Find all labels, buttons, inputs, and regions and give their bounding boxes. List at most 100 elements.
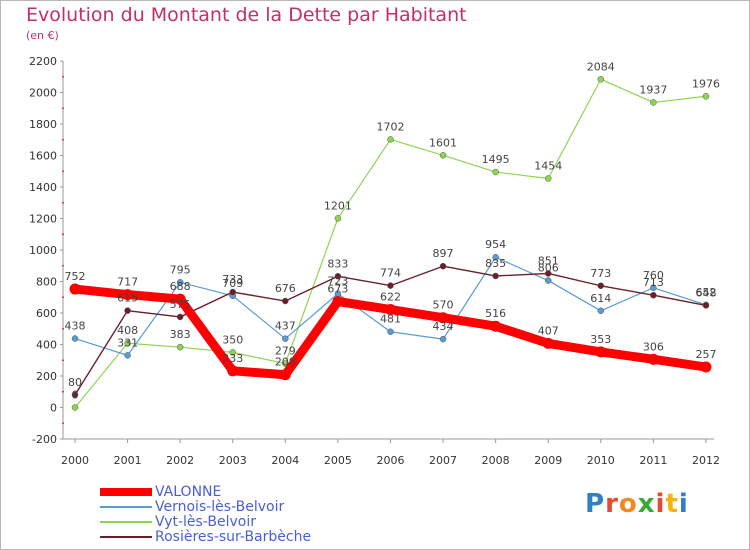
data-label-vyt-les-belvoir: 0	[72, 389, 79, 402]
y-tick-label: 800	[36, 276, 57, 289]
y-minor-tick	[62, 170, 64, 173]
data-label-valonne: 570	[433, 299, 454, 312]
data-label-vernois-les-belvoir: 723	[327, 275, 348, 288]
data-label-valonne: 257	[695, 348, 716, 361]
data-point-valonne	[69, 283, 81, 295]
data-point-valonne	[595, 346, 607, 358]
data-point-valonne	[279, 369, 291, 381]
legend-label: Vyt-lès-Belvoir	[155, 514, 256, 530]
data-point-valonne	[437, 312, 449, 324]
data-point-vernois-les-belvoir	[282, 335, 289, 342]
y-minor-tick	[62, 390, 64, 393]
data-label-rosieres-sur-barbeche: 713	[643, 276, 664, 289]
data-label-rosieres-sur-barbeche: 733	[222, 273, 243, 286]
x-tick-label: 2004	[271, 454, 299, 467]
data-point-vyt-les-belvoir	[439, 152, 447, 159]
data-point-vernois-les-belvoir	[387, 328, 394, 335]
logo-letter: t	[665, 489, 679, 519]
data-label-vernois-les-belvoir: 331	[117, 336, 138, 349]
data-point-rosieres-sur-barbeche	[650, 291, 657, 299]
legend-swatch	[100, 536, 152, 538]
data-point-vernois-les-belvoir	[439, 335, 447, 343]
data-label-vernois-les-belvoir: 954	[485, 238, 506, 251]
data-point-vyt-les-belvoir	[492, 168, 499, 176]
y-minor-tick	[62, 138, 64, 141]
data-point-rosieres-sur-barbeche	[334, 273, 342, 280]
logo-letter: o	[618, 489, 638, 519]
y-tick-label: 1600	[29, 150, 57, 163]
data-label-vernois-les-belvoir: 434	[433, 320, 454, 333]
data-label-vyt-les-belvoir: 408	[117, 324, 138, 337]
data-label-vyt-les-belvoir: 383	[170, 328, 191, 341]
data-label-rosieres-sur-barbeche: 676	[275, 282, 296, 295]
data-point-valonne	[384, 304, 396, 316]
data-label-vernois-les-belvoir: 652	[695, 286, 716, 299]
data-label-vernois-les-belvoir: 760	[643, 269, 664, 282]
y-minor-tick	[62, 201, 64, 204]
x-tick-label: 2005	[324, 454, 352, 467]
data-label-vyt-les-belvoir: 1702	[376, 120, 404, 133]
data-label-rosieres-sur-barbeche: 575	[170, 298, 191, 311]
data-point-vyt-les-belvoir	[71, 404, 79, 411]
data-label-vernois-les-belvoir: 806	[538, 262, 559, 275]
data-point-rosieres-sur-barbeche	[229, 288, 236, 296]
y-minor-tick	[62, 75, 64, 78]
data-point-rosieres-sur-barbeche	[597, 282, 605, 290]
y-tick-label: 2200	[29, 55, 57, 68]
data-point-vyt-les-belvoir	[544, 175, 552, 182]
y-minor-tick	[62, 107, 64, 110]
x-tick-label: 2007	[429, 454, 457, 467]
data-point-vyt-les-belvoir	[229, 349, 236, 356]
data-point-rosieres-sur-barbeche	[702, 302, 710, 309]
y-tick-label: 1200	[29, 213, 57, 226]
y-minor-tick	[62, 264, 64, 267]
data-point-rosieres-sur-barbeche	[124, 307, 131, 314]
y-minor-tick	[62, 296, 64, 299]
logo-letter: i	[655, 489, 666, 519]
data-label-valonne: 306	[643, 340, 664, 353]
data-point-valonne	[174, 293, 186, 305]
data-point-valonne	[490, 320, 502, 332]
data-point-rosieres-sur-barbeche	[176, 313, 184, 321]
y-tick-label: 1800	[29, 118, 57, 131]
data-point-vyt-les-belvoir	[334, 215, 342, 222]
data-point-vyt-les-belvoir	[597, 76, 605, 83]
legend-swatch	[100, 506, 152, 508]
data-label-vernois-les-belvoir: 437	[275, 320, 296, 333]
data-label-valonne: 233	[222, 352, 243, 365]
data-point-valonne	[332, 296, 344, 308]
data-point-rosieres-sur-barbeche	[71, 391, 79, 399]
data-point-rosieres-sur-barbeche	[387, 282, 394, 289]
y-minor-tick	[62, 233, 64, 236]
data-point-vernois-les-belvoir	[124, 352, 131, 359]
data-label-vyt-les-belvoir: 2084	[587, 60, 615, 73]
data-label-rosieres-sur-barbeche: 897	[433, 247, 454, 260]
data-point-vernois-les-belvoir	[176, 279, 184, 286]
x-tick-label: 2002	[166, 454, 194, 467]
legend-swatch	[100, 488, 152, 496]
logo-letter: P	[585, 489, 606, 519]
data-point-valonne	[542, 337, 554, 349]
data-point-rosieres-sur-barbeche	[492, 272, 499, 280]
data-point-vernois-les-belvoir	[492, 253, 499, 261]
x-tick-label: 2011	[639, 454, 667, 467]
data-label-vernois-les-belvoir: 481	[380, 313, 401, 326]
data-point-rosieres-sur-barbeche	[439, 262, 447, 270]
data-label-rosieres-sur-barbeche: 835	[485, 257, 506, 270]
legend-label: Rosières-sur-Barbèche	[155, 529, 312, 545]
data-label-valonne: 717	[117, 276, 138, 289]
data-label-valonne: 752	[65, 270, 86, 283]
data-label-vernois-les-belvoir: 709	[222, 277, 243, 290]
x-tick-label: 2003	[219, 454, 247, 467]
data-label-valonne: 516	[485, 307, 506, 320]
x-tick-label: 2010	[587, 454, 615, 467]
legend-swatch	[100, 521, 152, 523]
x-tick-label: 2008	[482, 454, 510, 467]
data-point-rosieres-sur-barbeche	[544, 270, 552, 277]
chart-title: Evolution du Montant de la Dette par Hab…	[26, 4, 467, 26]
proxiti-logo: Proxiti	[585, 489, 689, 519]
y-tick-label: 2000	[29, 87, 57, 100]
data-label-vyt-les-belvoir: 1976	[692, 77, 720, 90]
logo-letter: x	[637, 489, 656, 519]
logo-letter: i	[678, 489, 689, 519]
